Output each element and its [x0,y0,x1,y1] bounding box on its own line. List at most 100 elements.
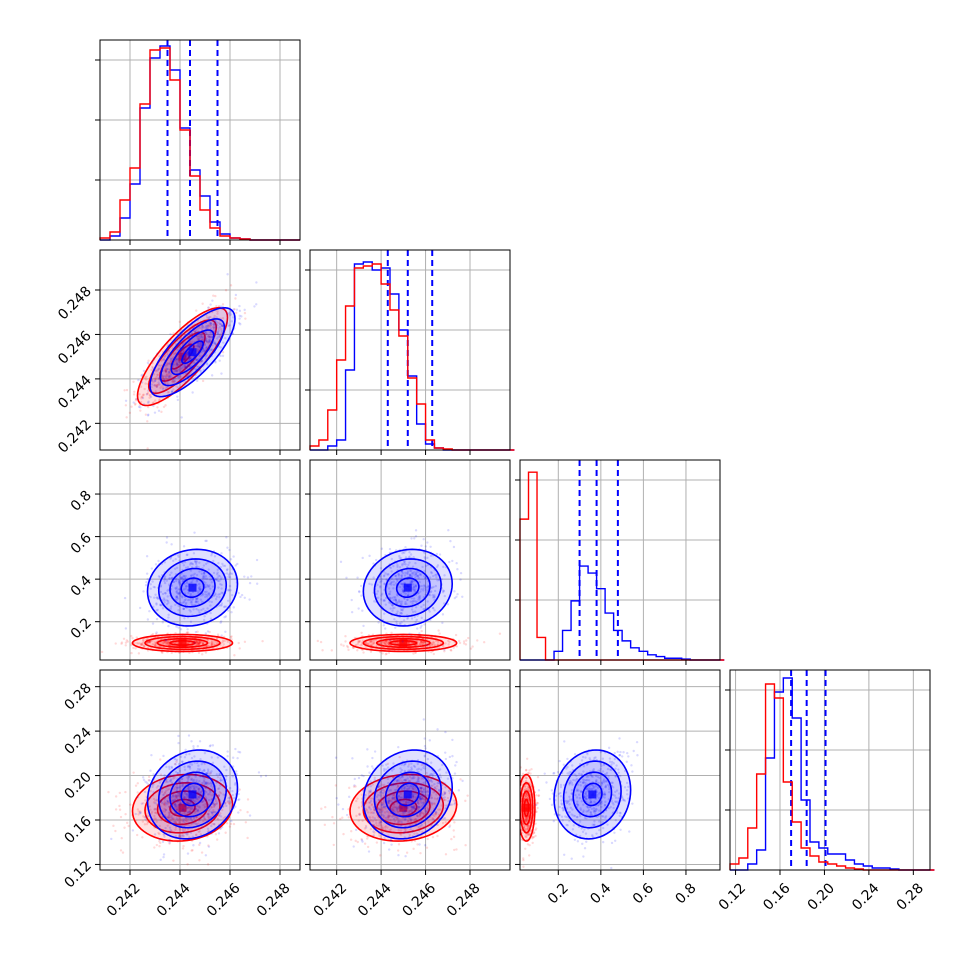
scatter-point-a [195,640,199,644]
scatter-point-b [447,529,450,532]
scatter-point-b [186,352,189,355]
scatter-point-a [220,641,223,645]
scatter-point-a [179,818,182,821]
scatter-point-b [424,747,427,750]
scatter-point-b [248,581,252,585]
scatter-point-b [190,574,193,577]
scatter-point-a [210,805,213,809]
scatter-point-b [381,764,384,767]
scatter-point-b [221,591,224,595]
scatter-point-b [428,594,432,597]
scatter-point-b [225,605,228,608]
scatter-point-b [166,800,170,803]
scatter-point-a [430,643,433,647]
scatter-point-b [200,572,204,575]
scatter-point-b [178,582,181,585]
scatter-point-b [199,791,202,794]
scatter-point-b [219,322,222,326]
scatter-point-b [153,586,157,589]
scatter-point-b [209,744,212,747]
scatter-point-a [154,632,158,636]
scatter-point-a [427,779,431,783]
scatter-point-b [219,565,223,569]
scatter-point-b [167,765,171,769]
scatter-point-a [423,798,427,801]
scatter-point-b [158,781,162,785]
scatter-point-b [190,811,193,815]
scatter-point-b [428,739,431,742]
scatter-point-a [433,814,436,818]
scatter-point-b [186,354,189,357]
scatter-point-b [394,782,398,785]
scatter-point-a [167,816,170,819]
scatter-point-b [203,577,207,580]
scatter-point-b [194,773,198,776]
scatter-point-a [464,643,468,646]
scatter-point-b [204,785,207,789]
scatter-point-b [426,541,429,544]
scatter-point-b [394,597,397,600]
scatter-point-a [172,777,175,780]
scatter-point-a [179,375,183,379]
scatter-point-a [377,824,381,827]
scatter-point-a [319,640,323,644]
contour-a [144,635,221,651]
scatter-point-b [175,359,178,362]
scatter-point-a [378,834,381,837]
scatter-point-a [413,818,417,821]
scatter-point-a [217,793,221,797]
scatter-point-b [191,578,194,581]
scatter-point-b [181,341,185,345]
scatter-point-b [182,829,185,832]
scatter-point-b [423,557,427,560]
scatter-point-a [132,646,135,650]
scatter-point-b [197,609,200,612]
scatter-point-a [147,641,150,644]
scatter-point-b [217,329,220,332]
scatter-point-a [435,793,438,796]
scatter-point-a [124,790,127,794]
scatter-point-b [379,566,383,570]
scatter-point-b [165,639,168,642]
scatter-point-b [403,778,406,782]
scatter-point-a [173,803,177,806]
scatter-point-a [140,643,144,646]
scatter-point-a [226,800,229,803]
scatter-point-a [144,413,148,416]
scatter-point-a [167,811,171,815]
scatter-point-b [404,563,407,566]
density-peak-a [178,803,187,812]
contour-a [389,640,418,646]
scatter-point-b [229,801,232,804]
scatter-point-b [206,771,209,775]
scatter-point-b [414,606,418,609]
scatter-point-b [199,343,203,347]
scatter-point-b [144,818,147,821]
scatter-point-b [204,854,208,857]
scatter-point-b [191,345,194,349]
scatter-point-b [152,404,155,408]
scatter-point-a [164,369,167,373]
scatter-point-b [400,763,404,766]
scatter-point-b [207,340,211,344]
scatter-point-b [193,367,197,370]
scatter-point-b [161,592,165,596]
scatter-point-b [412,588,416,592]
scatter-point-a [208,324,212,327]
scatter-point-a [321,649,324,652]
scatter-point-b [159,585,162,588]
scatter-point-a [316,639,320,643]
scatter-point-a [178,320,181,324]
scatter-point-b [211,299,214,302]
scatter-point-b [166,595,169,598]
scatter-point-a [395,816,399,819]
scatter-point-a [330,649,334,652]
scatter-point-a [148,393,151,397]
scatter-point-a [204,802,207,806]
scatter-point-b [410,569,413,573]
scatter-point-a [204,795,207,798]
scatter-point-b [192,552,196,555]
scatter-point-a [233,307,236,311]
panel-grid-3-3 [730,670,930,870]
scatter-point-b [183,765,186,769]
